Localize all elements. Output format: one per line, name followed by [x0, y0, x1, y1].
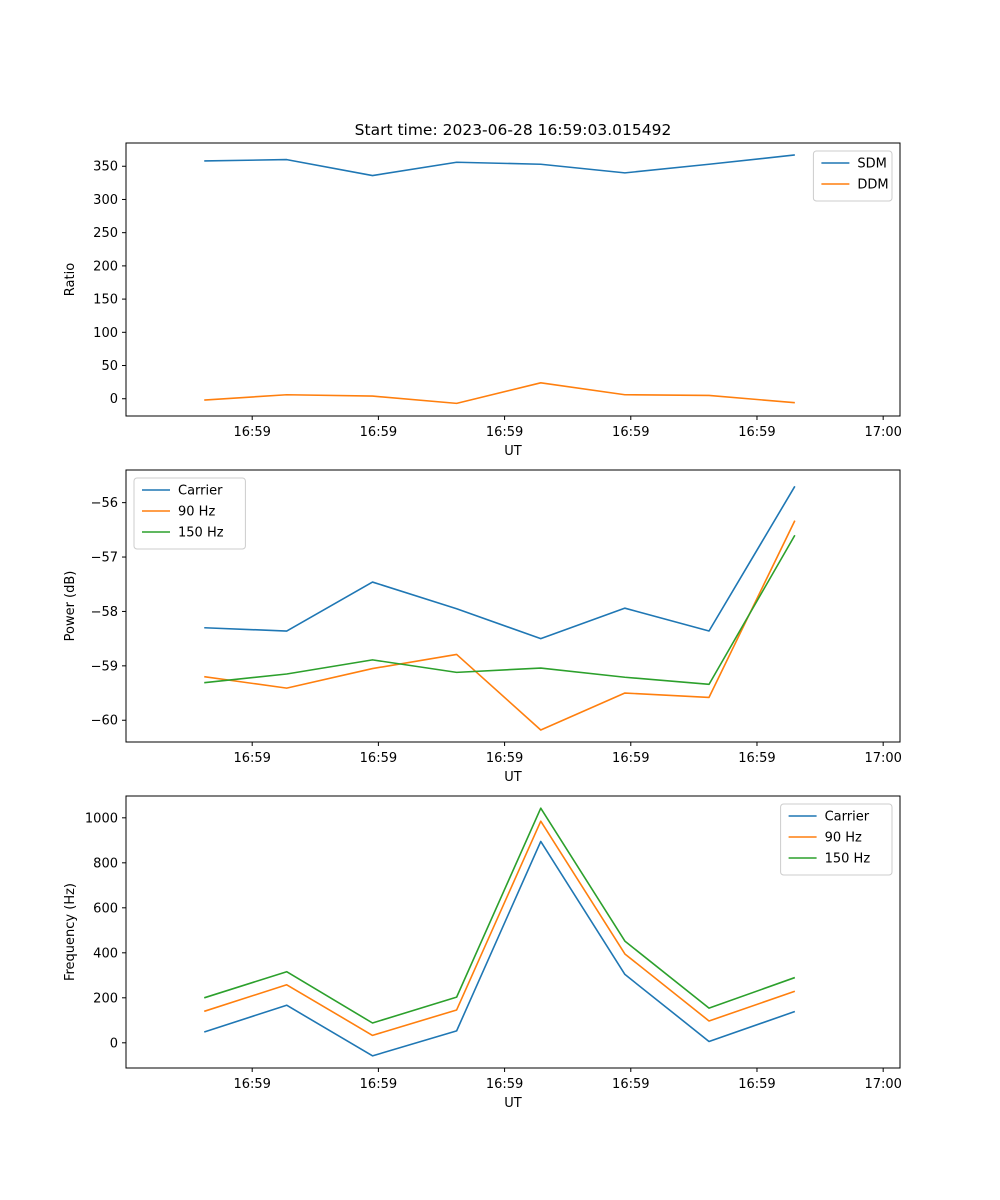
y-axis-label: Frequency (Hz) [63, 883, 78, 981]
x-tick-label: 16:59 [738, 751, 775, 766]
y-tick-label: 150 [93, 293, 118, 308]
x-tick-label: 16:59 [738, 1077, 775, 1092]
series-line-90-hz [203, 820, 796, 1037]
plot-frame [125, 469, 901, 743]
x-tick-label: 16:59 [486, 751, 523, 766]
plot-frame [125, 142, 901, 417]
y-tick-label: 1000 [85, 811, 118, 826]
y-tick-label: −56 [91, 496, 118, 511]
legend-label: Carrier [825, 810, 870, 825]
x-tick-label: 16:59 [486, 1077, 523, 1092]
y-tick-label: −59 [91, 659, 118, 674]
x-tick-label: 16:59 [360, 425, 397, 440]
y-tick-label: 400 [93, 946, 118, 961]
legend-label: 150 Hz [825, 852, 871, 867]
series-line-150-hz [203, 807, 796, 1024]
legend-label: 150 Hz [178, 526, 224, 541]
legend-label: 90 Hz [178, 505, 215, 520]
y-axis-label: Power (dB) [63, 571, 78, 642]
x-tick-label: 16:59 [233, 751, 270, 766]
x-axis-label: UT [504, 444, 522, 459]
y-tick-label: 250 [93, 226, 118, 241]
legend-label: SDM [857, 157, 886, 172]
series-line-150-hz [204, 534, 796, 686]
plot-frame [125, 795, 901, 1069]
series-line-ddm [204, 381, 795, 405]
x-tick-label: 16:59 [612, 1077, 649, 1092]
x-tick-label: 16:59 [233, 1077, 270, 1092]
chart-panel-3: 16:59 16:59 16:59 16:59 16:59 17:00 0 200 400 600… [63, 795, 902, 1111]
y-tick-label: 600 [93, 901, 118, 916]
series-line-90-hz [204, 520, 796, 731]
y-tick-label: 350 [93, 160, 118, 175]
y-tick-label: −57 [91, 551, 118, 566]
y-tick-label: 200 [93, 259, 118, 274]
y-axis-label: Ratio [63, 263, 78, 296]
legend-label: Carrier [178, 484, 223, 499]
legend: SDM DDM [812, 150, 893, 202]
legend-label: DDM [857, 178, 888, 193]
y-tick-label: 200 [93, 991, 118, 1006]
x-tick-label: 16:59 [486, 425, 523, 440]
y-tick-label: 300 [93, 193, 118, 208]
legend-label: 90 Hz [825, 831, 862, 846]
y-tick-label: 800 [93, 856, 118, 871]
x-tick-label: 17:00 [864, 1077, 901, 1092]
x-tick-label: 17:00 [864, 425, 901, 440]
y-tick-label: 0 [110, 1036, 118, 1051]
y-tick-label: −58 [91, 605, 118, 620]
series-line-carrier [203, 840, 796, 1057]
x-tick-label: 16:59 [738, 425, 775, 440]
y-tick-label: 100 [93, 326, 118, 341]
chart-panel-1: 16:59 16:59 16:59 16:59 16:59 17:00 0 50 100 150 2… [63, 121, 902, 459]
chart-title: Start time: 2023-06-28 16:59:03.015492 [355, 121, 672, 139]
legend: Carrier 90 Hz 150 Hz [133, 477, 246, 550]
x-axis-label: UT [504, 1096, 522, 1111]
x-tick-label: 16:59 [360, 1077, 397, 1092]
x-axis-label: UT [504, 770, 522, 785]
y-tick-label: −60 [91, 714, 118, 729]
x-tick-label: 17:00 [864, 751, 901, 766]
x-tick-label: 16:59 [233, 425, 270, 440]
y-tick-label: 0 [110, 392, 118, 407]
y-tick-label: 50 [101, 359, 118, 374]
x-tick-label: 16:59 [612, 751, 649, 766]
chart-panel-2: 16:59 16:59 16:59 16:59 16:59 17:00 −60 −59 −58 −… [63, 469, 902, 785]
series-line-carrier [204, 485, 796, 640]
legend: Carrier 90 Hz 150 Hz [780, 803, 893, 876]
x-tick-label: 16:59 [612, 425, 649, 440]
x-tick-label: 16:59 [360, 751, 397, 766]
series-line-sdm [204, 154, 795, 177]
